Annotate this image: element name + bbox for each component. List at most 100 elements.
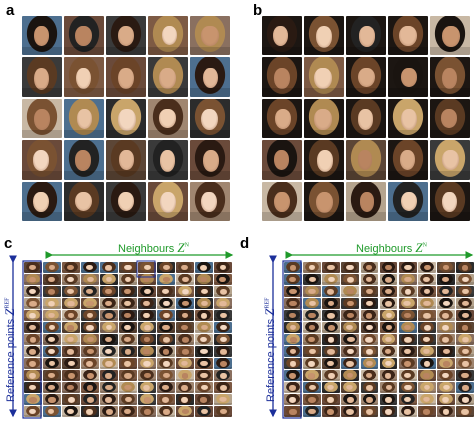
face-thumbnail (195, 286, 213, 297)
face-thumbnail (100, 262, 118, 273)
face-thumbnail (284, 334, 302, 345)
face-thumbnail (138, 406, 156, 417)
face-thumbnail (284, 262, 302, 273)
face-thumbnail (24, 274, 42, 285)
face-thumbnail (62, 406, 80, 417)
face-thumbnail (379, 310, 398, 321)
face-thumbnail (64, 98, 104, 139)
face-thumbnail (322, 334, 340, 345)
face-thumbnail (24, 334, 42, 345)
face-thumbnail (379, 274, 398, 285)
face-thumbnail (341, 346, 360, 357)
face-thumbnail (148, 16, 188, 56)
face-thumbnail (119, 262, 137, 273)
face-thumbnail (284, 274, 302, 285)
face-thumbnail (456, 382, 474, 393)
face-thumbnail (437, 298, 455, 309)
face-thumbnail (22, 181, 62, 221)
panel-d-neighbours-label: Neighbours ZN (356, 240, 427, 256)
face-thumbnail (437, 334, 455, 345)
face-thumbnail (398, 394, 417, 405)
face-thumbnail (157, 262, 175, 273)
face-thumbnail (430, 181, 470, 221)
face-thumbnail (43, 322, 61, 333)
face-thumbnail (398, 286, 417, 297)
face-thumbnail (379, 346, 398, 357)
face-thumbnail (456, 358, 474, 369)
face-thumbnail (100, 322, 118, 333)
face-thumbnail (341, 322, 360, 333)
face-thumbnail (284, 310, 302, 321)
face-thumbnail (398, 406, 417, 417)
face-thumbnail (303, 262, 321, 273)
face-thumbnail (138, 394, 156, 405)
face-thumbnail (195, 382, 213, 393)
face-thumbnail (379, 286, 398, 297)
face-thumbnail (303, 406, 321, 417)
face-thumbnail (398, 310, 417, 321)
face-thumbnail (24, 310, 42, 321)
face-thumbnail (100, 310, 118, 321)
face-thumbnail (284, 286, 302, 297)
face-thumbnail (81, 310, 99, 321)
face-thumbnail (22, 16, 62, 56)
face-thumbnail (303, 286, 321, 297)
face-thumbnail (341, 298, 360, 309)
face-thumbnail (322, 394, 340, 405)
panel-c-neighbours-text: Neighbours (118, 243, 175, 255)
panel-c-highlight-box (136, 260, 156, 278)
face-thumbnail (430, 57, 470, 97)
face-thumbnail (195, 322, 213, 333)
face-thumbnail (303, 310, 321, 321)
face-thumbnail (303, 382, 321, 393)
face-thumbnail (456, 334, 474, 345)
face-thumbnail (148, 181, 188, 221)
face-thumbnail (379, 322, 398, 333)
face-thumbnail (214, 310, 232, 321)
panel-c-letter: c (4, 235, 13, 252)
face-thumbnail (190, 57, 230, 97)
face-thumbnail (214, 346, 232, 357)
face-thumbnail (24, 358, 42, 369)
face-thumbnail (360, 274, 379, 285)
face-thumbnail (81, 370, 99, 381)
face-thumbnail (303, 298, 321, 309)
face-thumbnail (284, 394, 302, 405)
face-thumbnail (303, 370, 321, 381)
face-thumbnail (346, 181, 386, 221)
face-thumbnail (341, 382, 360, 393)
face-thumbnail (437, 346, 455, 357)
face-thumbnail (398, 334, 417, 345)
face-thumbnail (398, 322, 417, 333)
face-thumbnail (138, 322, 156, 333)
face-thumbnail (100, 406, 118, 417)
face-thumbnail (398, 274, 417, 285)
face-thumbnail (100, 358, 118, 369)
face-thumbnail (138, 274, 156, 285)
face-thumbnail (262, 181, 302, 221)
panel-a-face-grid (22, 16, 230, 221)
face-thumbnail (62, 346, 80, 357)
face-thumbnail (81, 382, 99, 393)
face-thumbnail (24, 298, 42, 309)
face-thumbnail (214, 382, 232, 393)
face-thumbnail (346, 57, 386, 97)
face-thumbnail (346, 16, 386, 56)
face-thumbnail (176, 346, 194, 357)
face-thumbnail (437, 286, 455, 297)
face-thumbnail (322, 370, 340, 381)
face-thumbnail (418, 346, 436, 357)
panel-d-reference-text: Reference points (265, 318, 277, 402)
face-thumbnail (176, 274, 194, 285)
face-thumbnail (214, 262, 232, 273)
face-thumbnail (360, 262, 379, 273)
face-thumbnail (195, 406, 213, 417)
face-thumbnail (360, 334, 379, 345)
face-thumbnail (214, 274, 232, 285)
face-thumbnail (430, 98, 470, 139)
face-thumbnail (43, 358, 61, 369)
face-thumbnail (157, 358, 175, 369)
face-thumbnail (190, 16, 230, 56)
face-thumbnail (81, 358, 99, 369)
face-thumbnail (119, 322, 137, 333)
